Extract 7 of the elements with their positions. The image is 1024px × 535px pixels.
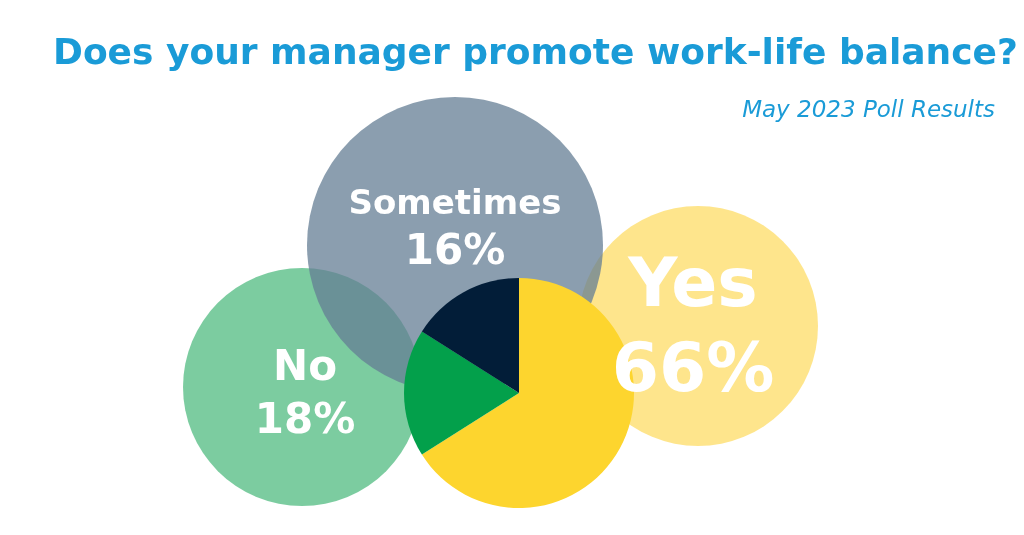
chart-title: Does your manager promote work-life balance? bbox=[53, 30, 1018, 72]
slice-label: Sometimes bbox=[348, 181, 562, 222]
data-label: 18% bbox=[254, 393, 356, 443]
data-label: 16% bbox=[404, 224, 506, 274]
text: May 2023 Poll Results bbox=[742, 95, 996, 122]
slice-label: No bbox=[272, 341, 338, 391]
slice-label: Yes bbox=[627, 243, 758, 322]
